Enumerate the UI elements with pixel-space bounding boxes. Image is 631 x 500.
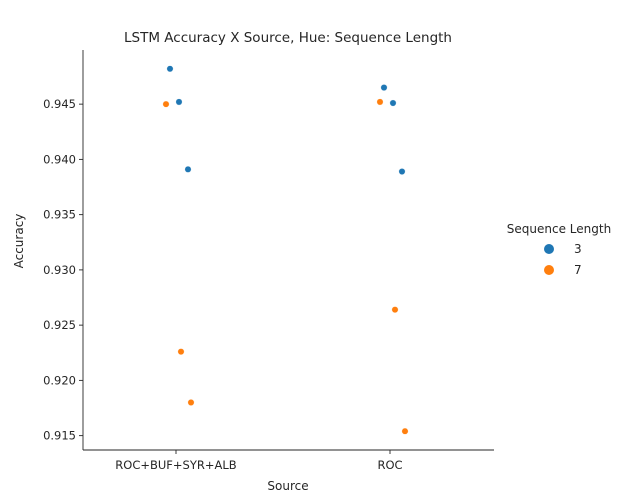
data-point: [177, 348, 185, 356]
y-tick-label: 0.925: [43, 318, 76, 332]
data-point: [184, 165, 192, 173]
data-point: [175, 98, 183, 106]
y-tick-label: 0.940: [43, 152, 76, 166]
x-axis-label: Source: [267, 479, 308, 493]
y-tick-label: 0.935: [43, 208, 76, 222]
y-tick-label: 0.920: [43, 373, 76, 387]
data-point: [401, 427, 409, 435]
x-tick-label: ROC: [377, 458, 402, 472]
plot-area: 0.915 0.920 0.925 0.930 0.935 0.940 0.945 ROC+B…: [43, 50, 494, 472]
data-point: [187, 399, 195, 406]
legend: Sequence Length 3 7: [507, 222, 611, 277]
data-point: [398, 168, 406, 175]
x-tick-label: ROC+BUF+SYR+ALB: [115, 458, 236, 472]
data-point: [389, 99, 397, 107]
data-point: [391, 306, 399, 314]
y-tick-label: 0.930: [43, 263, 76, 277]
data-point: [376, 98, 384, 106]
y-tick-label: 0.915: [43, 429, 76, 443]
legend-title: Sequence Length: [507, 222, 611, 236]
legend-entry-label: 3: [574, 242, 582, 256]
y-axis-label: Accuracy: [12, 214, 26, 269]
data-point: [166, 65, 174, 73]
y-tick-label: 0.945: [43, 97, 76, 111]
data-point: [162, 100, 170, 108]
legend-marker: [544, 244, 554, 254]
legend-entry-label: 7: [574, 263, 582, 277]
legend-marker: [544, 265, 554, 275]
data-point: [380, 84, 388, 91]
chart-title: LSTM Accuracy X Source, Hue: Sequence Le…: [124, 30, 452, 46]
